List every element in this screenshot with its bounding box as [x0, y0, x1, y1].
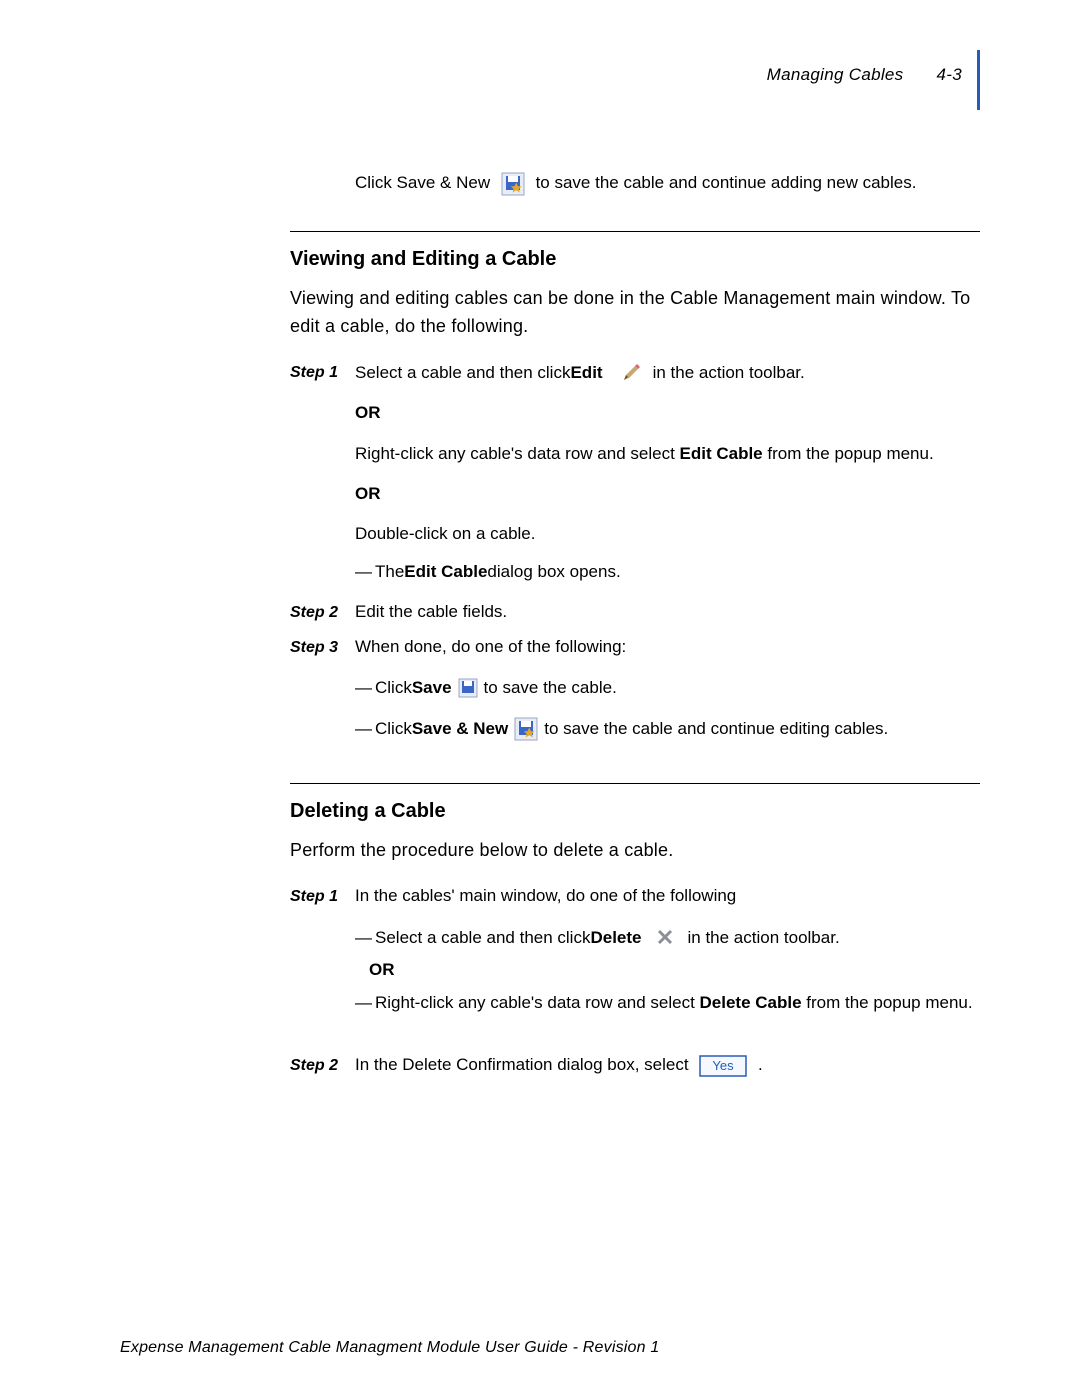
delete-step-1: Step 1 In the cables' main window, do on…: [290, 883, 980, 1022]
page-header: Managing Cables 4-3: [120, 60, 980, 110]
section-rule: [290, 231, 980, 232]
view-step-1: Step 1 Select a cable and then click Edi…: [290, 359, 980, 591]
step-body: In the Delete Confirmation dialog box, s…: [355, 1052, 980, 1078]
svg-text:Yes: Yes: [713, 1058, 735, 1073]
step-body: In the cables' main window, do one of th…: [355, 883, 980, 1022]
step-body: Edit the cable fields.: [355, 599, 980, 625]
section-title-delete: Deleting a Cable: [290, 796, 980, 827]
edit-icon: [621, 363, 641, 383]
save-new-icon: [501, 172, 525, 196]
step-body: When done, do one of the following: — Cl…: [355, 634, 980, 749]
or-label: OR: [355, 400, 980, 426]
header-accent-bar: [977, 50, 980, 110]
section-intro-delete: Perform the procedure below to delete a …: [290, 837, 980, 865]
header-text: Managing Cables 4-3: [767, 65, 962, 85]
step-label: Step 1: [290, 883, 355, 910]
or-label: OR: [369, 957, 980, 983]
continuation-block: Click Save & New to save the cable and c…: [355, 170, 980, 196]
or-label: OR: [355, 481, 980, 507]
page: Managing Cables 4-3 Click Save & New to …: [0, 0, 1080, 1397]
view-step-3: Step 3 When done, do one of the followin…: [290, 634, 980, 749]
header-chapter: Managing Cables: [767, 65, 904, 85]
step-label: Step 2: [290, 599, 355, 626]
save-new-icon: [514, 717, 538, 741]
save-icon: [458, 678, 478, 698]
delete-step-2: Step 2 In the Delete Confirmation dialog…: [290, 1052, 980, 1079]
section-title-view: Viewing and Editing a Cable: [290, 244, 980, 275]
content-area: Click Save & New to save the cable and c…: [290, 170, 980, 1079]
delete-icon: [656, 928, 674, 946]
step-label: Step 3: [290, 634, 355, 661]
continuation-text: Click Save & New to save the cable and c…: [355, 170, 980, 196]
yes-button-icon: Yes: [699, 1055, 747, 1077]
step-body: Select a cable and then click Edit in th…: [355, 359, 980, 591]
section-intro-view: Viewing and editing cables can be done i…: [290, 285, 980, 341]
view-step-2: Step 2 Edit the cable fields.: [290, 599, 980, 626]
section-rule: [290, 783, 980, 784]
step-label: Step 1: [290, 359, 355, 386]
header-pagenum: 4-3: [937, 65, 962, 84]
page-footer: Expense Management Cable Managment Modul…: [120, 1339, 660, 1357]
step-label: Step 2: [290, 1052, 355, 1079]
